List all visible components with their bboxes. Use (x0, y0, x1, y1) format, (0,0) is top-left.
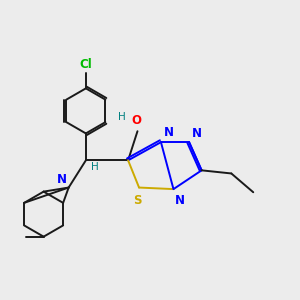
Text: N: N (57, 173, 67, 186)
Text: N: N (192, 127, 202, 140)
Text: O: O (131, 115, 141, 128)
Text: Cl: Cl (80, 58, 92, 71)
Text: H: H (118, 112, 126, 122)
Text: S: S (133, 194, 142, 207)
Text: N: N (164, 126, 173, 139)
Text: N: N (175, 194, 185, 207)
Text: H: H (92, 162, 99, 172)
